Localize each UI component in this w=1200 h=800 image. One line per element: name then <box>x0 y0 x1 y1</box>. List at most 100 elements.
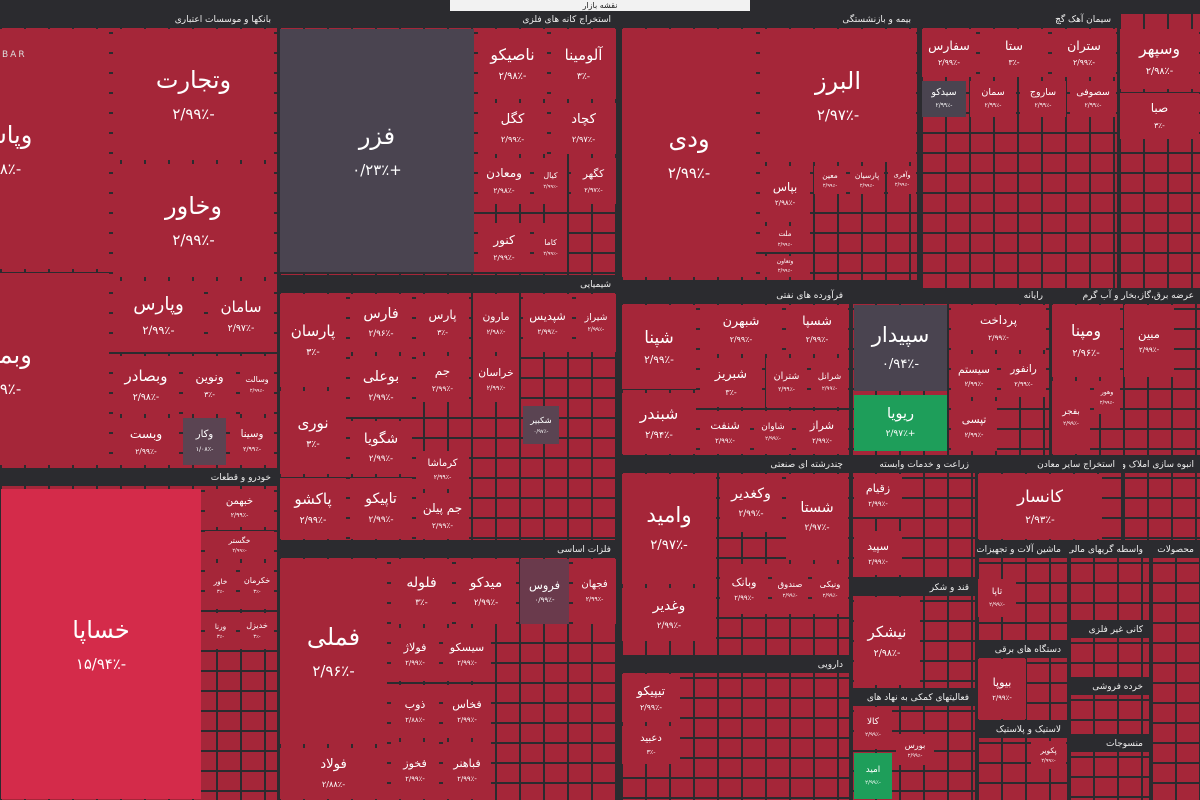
stock-tile: کگهر -۲/۹۷٪ <box>571 158 616 204</box>
sector: خودرو و قطعات خساپا -۱۵/۹۴٪ خبهمن -۲/۹۹٪ خگست… <box>0 470 277 800</box>
tile-symbol: وسینا <box>240 429 264 441</box>
sector-header: خرده فروشی <box>1069 679 1149 695</box>
stock-tile: وامید -۲/۹۷٪ <box>622 474 716 584</box>
sector: انبوه سازی املاک و <box>1123 457 1200 540</box>
tile-symbol: کیال <box>543 171 558 181</box>
tile-change: -۲/۹۸٪ <box>132 391 160 403</box>
map-title: نقشه بازار <box>450 0 750 11</box>
tile-symbol: ذوب <box>404 698 426 712</box>
sector-header: ماشین آلات و تجهیزات <box>977 542 1067 558</box>
tile-symbol: بوعلی <box>362 369 400 386</box>
sector-header: منسوجات <box>1069 736 1149 752</box>
stock-tile: سپیدار -۰/۹۴٪ <box>854 305 947 391</box>
stock-tile: بوعلی -۲/۹۹٪ <box>350 356 412 417</box>
stock-tile: وسپهر -۲/۹۸٪ <box>1120 29 1199 89</box>
stock-tile: وخاور -۲/۹۹٪ <box>113 164 274 277</box>
stock-tile: پرداخت -۲/۹۹٪ <box>951 305 1046 350</box>
tile-symbol: خبهمن <box>225 495 254 507</box>
tile-change: -۲/۹۹٪ <box>935 103 953 110</box>
sector-header: سیمان آهک گچ <box>921 12 1117 28</box>
tile-symbol: فلوله <box>406 574 437 591</box>
tile-change: -۳٪ <box>253 634 261 641</box>
sector-header: فلزات اساسی <box>279 542 617 558</box>
tile-change: -۲/۹۹٪ <box>431 521 454 531</box>
sector: محصولات <box>1151 542 1200 800</box>
stock-tile: معین -۲/۹۹٪ <box>814 166 846 194</box>
tile-symbol: وبست <box>129 426 163 441</box>
stock-tile: شنفت -۲/۹۹٪ <box>700 411 750 454</box>
sector-header: فعالیتهای کمکی به نهاد های <box>851 690 975 706</box>
stock-tile: ونیکی -۲/۹۹٪ <box>812 564 848 614</box>
stock-tile: ساروج -۲/۹۹٪ <box>1020 81 1066 117</box>
tile-change: -۲/۹۹٪ <box>135 446 157 456</box>
tile-symbol: کاما <box>544 237 557 247</box>
sector: دستگاه های برقی بیوپا -۲/۹۹٪ <box>977 642 1067 720</box>
stock-tile: شبریز -۳٪ <box>700 358 762 407</box>
stock-tile: امید -۲/۹۹٪ <box>854 753 892 799</box>
stock-tile: وکغدیر -۲/۹۹٪ <box>720 474 782 532</box>
sector: ماشین آلات و تجهیزات تاپا -۲/۹۹٪ <box>977 542 1067 640</box>
stock-tile: وتعاون -۲/۹۹٪ <box>760 256 810 277</box>
tile-change: -۰/۹۹٪ <box>534 595 555 605</box>
sector: استخراج سایر معادن کانسار -۲/۹۳٪ <box>977 457 1121 540</box>
tile-change: -۰/۹۴٪ <box>881 357 920 373</box>
sector-header: کانی غیر فلزی <box>1069 622 1149 638</box>
stock-tile: خکرمان -۳٪ <box>240 563 274 609</box>
tile-symbol: فزر <box>358 122 396 151</box>
sector-header: استخراج سایر معادن <box>977 457 1121 473</box>
tile-change: -۲/۹۹٪ <box>368 514 394 525</box>
tile-symbol: صندوق <box>777 578 803 589</box>
tile-symbol: بیوپا <box>992 675 1012 689</box>
sector: فعالیتهای کمکی به نهاد های کالا -۲/۹۹٪ بورس… <box>851 690 975 800</box>
stock-tile: شرانل -۲/۹۹٪ <box>811 358 848 407</box>
stock-tile: آلومینا -۳٪ <box>551 29 616 99</box>
tile-symbol: معین <box>822 170 838 180</box>
tile-change: +۰/۲۳٪ <box>352 161 402 179</box>
stock-tile: خاور -۳٪ <box>205 563 236 609</box>
tile-change: -۲/۹۹٪ <box>457 659 477 668</box>
stock-tile: شستا -۲/۹۷٪ <box>786 474 848 560</box>
tile-change: -۲/۹۹٪ <box>822 183 838 190</box>
tile-symbol: شرانل <box>817 372 842 382</box>
sector-header: قند و شکر <box>851 580 975 596</box>
tile-symbol: پارس <box>428 308 457 323</box>
stock-tile: جم -۲/۹۹٪ <box>416 356 469 402</box>
tile-change: -۲/۹۹٪ <box>493 252 515 262</box>
sector-header: محصولات <box>1151 542 1200 558</box>
stock-tile: تیپیکو -۲/۹۹٪ <box>622 674 680 722</box>
tile-symbol: ستا <box>1004 37 1024 53</box>
tile-change: -۲/۸۸٪ <box>405 716 425 725</box>
sector-header: بانکها و موسسات اعتباری <box>0 12 277 28</box>
tile-change: -۲/۹۹٪ <box>989 601 1005 608</box>
tile-symbol: وآفری <box>893 171 911 180</box>
tile-symbol: پکویر <box>1040 745 1057 755</box>
tile-symbol: شپنا <box>644 326 674 347</box>
tile-change: -۲/۹۹٪ <box>865 779 881 786</box>
stock-tile: سپید -۲/۹۹٪ <box>854 531 902 575</box>
tile-symbol: وخاور <box>165 192 222 221</box>
stock-tile: بورس -۲/۹۹٪ <box>896 734 934 765</box>
tile-symbol: وغدیر <box>652 597 686 614</box>
tile-symbol: پارسان <box>290 322 336 341</box>
tile-change: -۲/۹۷٪ <box>571 134 596 145</box>
tile-change: -۰/۹۷٪ <box>533 428 549 435</box>
sector-header: دستگاه های برقی <box>977 642 1067 658</box>
stock-tile: فارس -۲/۹۶٪ <box>350 294 412 352</box>
tile-change: -۲/۹۹٪ <box>543 250 558 257</box>
stock-tile: وهور -۲/۹۹٪ <box>1094 381 1120 414</box>
tile-symbol: رانفور <box>1010 362 1037 375</box>
tile-change: -۲/۹۸٪ <box>873 647 901 659</box>
sector-header: خودرو و قطعات <box>0 470 277 486</box>
stock-tile: فباهنر -۲/۹۹٪ <box>443 742 491 799</box>
tile-change: -۲/۹۶٪ <box>312 662 355 680</box>
stock-tile: وغدیر -۲/۹۹٪ <box>622 588 716 641</box>
tile-change: -۲/۹۶٪ <box>368 329 394 340</box>
tile-change: -۳٪ <box>1008 58 1020 68</box>
stock-tile: کرماشا -۲/۹۹٪ <box>416 451 469 489</box>
stock-tile: مبین -۲/۹۹٪ <box>1124 305 1174 377</box>
stock-tile: کیال -۲/۹۹٪ <box>534 158 567 204</box>
sector-header: رایانه <box>851 288 1049 304</box>
tile-symbol: تاپا <box>991 587 1003 598</box>
stock-tile: ستران -۲/۹۹٪ <box>1052 29 1116 77</box>
tile-change: -۲/۹۸٪ <box>1145 65 1174 77</box>
